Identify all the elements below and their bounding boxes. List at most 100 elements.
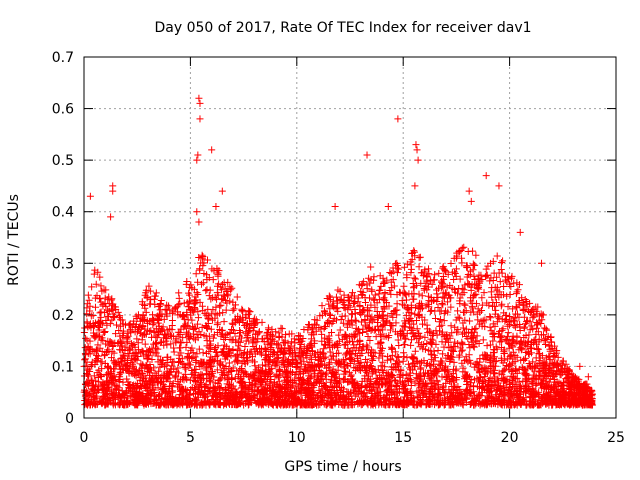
- data-point: [305, 321, 313, 329]
- data-point: [299, 370, 307, 378]
- data-point: [486, 277, 494, 285]
- data-point: [470, 343, 478, 351]
- data-point: [364, 333, 372, 341]
- data-point: [354, 399, 362, 407]
- data-point: [341, 351, 349, 359]
- data-point: [519, 299, 527, 307]
- data-point: [346, 303, 354, 311]
- data-point: [280, 376, 288, 384]
- data-point: [439, 301, 447, 309]
- data-point: [175, 344, 183, 352]
- data-point: [428, 331, 436, 339]
- data-point: [367, 301, 375, 309]
- data-point: [117, 369, 125, 377]
- data-point: [509, 380, 517, 388]
- data-point: [404, 360, 412, 368]
- data-point: [236, 379, 244, 387]
- data-point: [247, 396, 255, 404]
- data-point: [386, 326, 394, 334]
- data-point: [228, 336, 236, 344]
- data-point: [159, 385, 167, 393]
- data-point: [396, 370, 404, 378]
- data-point: [206, 377, 214, 385]
- data-points: [80, 94, 597, 409]
- data-point: [96, 295, 104, 303]
- data-point: [493, 252, 501, 260]
- data-point: [103, 370, 111, 378]
- data-point: [490, 369, 498, 377]
- data-point: [411, 310, 419, 318]
- data-point: [525, 385, 533, 393]
- data-point: [97, 282, 105, 290]
- data-point: [522, 320, 530, 328]
- data-point: [160, 341, 168, 349]
- data-point: [492, 298, 500, 306]
- data-point: [408, 290, 416, 298]
- data-point: [428, 306, 436, 314]
- data-point: [443, 331, 451, 339]
- data-point: [329, 302, 337, 310]
- data-point: [219, 309, 227, 317]
- data-point: [96, 318, 104, 326]
- data-point: [374, 313, 382, 321]
- data-point: [229, 306, 237, 314]
- data-point: [96, 273, 104, 281]
- data-point: [92, 280, 100, 288]
- data-point: [180, 322, 188, 330]
- data-point: [205, 292, 213, 300]
- data-point: [391, 376, 399, 384]
- data-point: [415, 387, 423, 395]
- data-point: [527, 340, 535, 348]
- data-point: [451, 338, 459, 346]
- data-point: [111, 359, 119, 367]
- data-point: [105, 312, 113, 320]
- data-point: [303, 354, 311, 362]
- data-point: [393, 353, 401, 361]
- data-point: [440, 317, 448, 325]
- data-point: [109, 341, 117, 349]
- data-point: [559, 394, 567, 402]
- data-point: [218, 369, 226, 377]
- data-point: [534, 328, 542, 336]
- data-point: [97, 313, 105, 321]
- data-point: [537, 364, 545, 372]
- y-tick-label: 0.3: [52, 256, 74, 272]
- data-point: [387, 343, 395, 351]
- x-tick-label: 20: [501, 430, 519, 446]
- data-point: [362, 367, 370, 375]
- data-point: [275, 329, 283, 337]
- data-point: [500, 384, 508, 392]
- data-point: [421, 333, 429, 341]
- data-point: [447, 303, 455, 311]
- data-point: [126, 320, 134, 328]
- data-point: [469, 308, 477, 316]
- data-point: [162, 337, 170, 345]
- data-point: [530, 388, 538, 396]
- data-point: [167, 332, 175, 340]
- data-point: [456, 344, 464, 352]
- data-point: [482, 265, 490, 273]
- data-point: [388, 351, 396, 359]
- data-point: [530, 312, 538, 320]
- data-point: [282, 331, 290, 339]
- data-point: [382, 394, 390, 402]
- data-point: [439, 282, 447, 290]
- data-point: [354, 384, 362, 392]
- data-point: [220, 318, 228, 326]
- data-point: [102, 286, 110, 294]
- data-point: [236, 315, 244, 323]
- data-point: [170, 358, 178, 366]
- data-point: [229, 387, 237, 395]
- data-point: [233, 293, 241, 301]
- data-point: [222, 353, 230, 361]
- data-point: [466, 317, 474, 325]
- data-point: [354, 381, 362, 389]
- data-point: [259, 367, 267, 375]
- data-point: [330, 303, 338, 311]
- data-point: [149, 372, 157, 380]
- data-point: [493, 273, 501, 281]
- data-point: [413, 316, 421, 324]
- data-point: [478, 379, 486, 387]
- data-point: [172, 304, 180, 312]
- data-point: [313, 372, 321, 380]
